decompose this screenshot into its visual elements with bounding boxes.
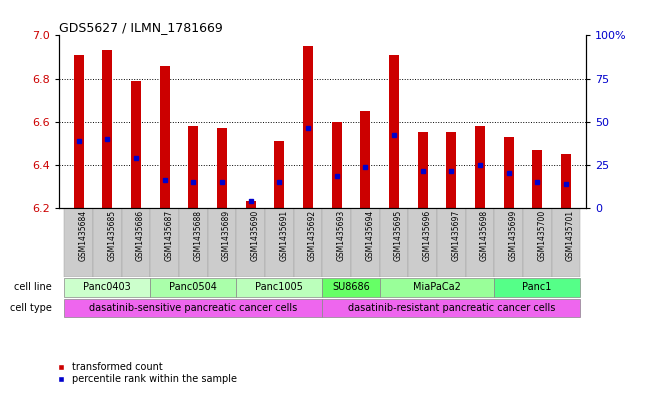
Bar: [93, 208, 122, 277]
Bar: [523, 208, 551, 277]
Bar: [380, 208, 408, 277]
Text: GSM1435684: GSM1435684: [79, 210, 88, 261]
Bar: [294, 208, 322, 277]
Bar: [159, 66, 170, 208]
Legend: transformed count, percentile rank within the sample: transformed count, percentile rank withi…: [57, 362, 238, 384]
Text: Panc1005: Panc1005: [255, 282, 303, 292]
Text: MiaPaCa2: MiaPaCa2: [413, 282, 461, 292]
Bar: [122, 208, 150, 277]
Text: GSM1435696: GSM1435696: [422, 210, 432, 261]
Bar: [274, 141, 284, 208]
Bar: [551, 208, 580, 277]
Bar: [150, 278, 236, 297]
Text: GSM1435691: GSM1435691: [279, 210, 288, 261]
Text: SU8686: SU8686: [332, 282, 370, 292]
Text: GSM1435690: GSM1435690: [251, 210, 260, 261]
Bar: [217, 128, 227, 208]
Bar: [389, 55, 399, 208]
Text: cell line: cell line: [14, 282, 51, 292]
Bar: [64, 208, 93, 277]
Bar: [380, 278, 494, 297]
Text: GSM1435699: GSM1435699: [508, 210, 518, 261]
Bar: [437, 208, 465, 277]
Bar: [532, 150, 542, 208]
Text: GSM1435701: GSM1435701: [566, 210, 575, 261]
Text: GSM1435686: GSM1435686: [136, 210, 145, 261]
Bar: [494, 278, 580, 297]
Bar: [331, 122, 342, 208]
Bar: [322, 278, 380, 297]
Bar: [303, 46, 313, 208]
Text: GSM1435694: GSM1435694: [365, 210, 374, 261]
Text: dasatinib-sensitive pancreatic cancer cells: dasatinib-sensitive pancreatic cancer ce…: [89, 303, 298, 313]
Bar: [236, 208, 265, 277]
Bar: [265, 208, 294, 277]
Text: GSM1435688: GSM1435688: [193, 210, 202, 261]
Bar: [102, 50, 113, 208]
Bar: [245, 202, 256, 208]
Text: GSM1435697: GSM1435697: [451, 210, 460, 261]
Bar: [322, 299, 580, 317]
Bar: [465, 208, 494, 277]
Text: GSM1435689: GSM1435689: [222, 210, 231, 261]
Text: GSM1435685: GSM1435685: [107, 210, 117, 261]
Text: cell type: cell type: [10, 303, 51, 313]
Bar: [188, 126, 199, 208]
Text: GSM1435698: GSM1435698: [480, 210, 489, 261]
Bar: [561, 154, 571, 208]
Bar: [322, 208, 351, 277]
Bar: [74, 55, 84, 208]
Bar: [351, 208, 380, 277]
Bar: [208, 208, 236, 277]
Bar: [360, 111, 370, 208]
Bar: [236, 278, 322, 297]
Bar: [64, 299, 322, 317]
Bar: [503, 137, 514, 208]
Bar: [475, 126, 485, 208]
Text: Panc1: Panc1: [523, 282, 552, 292]
Bar: [179, 208, 208, 277]
Text: Panc0504: Panc0504: [169, 282, 217, 292]
Bar: [494, 208, 523, 277]
Bar: [131, 81, 141, 208]
Bar: [64, 278, 150, 297]
Text: GSM1435695: GSM1435695: [394, 210, 403, 261]
Text: GSM1435692: GSM1435692: [308, 210, 317, 261]
Bar: [408, 208, 437, 277]
Text: GSM1435687: GSM1435687: [165, 210, 174, 261]
Bar: [417, 132, 428, 208]
Bar: [150, 208, 179, 277]
Text: Panc0403: Panc0403: [83, 282, 132, 292]
Text: GSM1435693: GSM1435693: [337, 210, 346, 261]
Text: dasatinib-resistant pancreatic cancer cells: dasatinib-resistant pancreatic cancer ce…: [348, 303, 555, 313]
Bar: [446, 132, 456, 208]
Text: GDS5627 / ILMN_1781669: GDS5627 / ILMN_1781669: [59, 21, 223, 34]
Text: GSM1435700: GSM1435700: [537, 210, 546, 261]
